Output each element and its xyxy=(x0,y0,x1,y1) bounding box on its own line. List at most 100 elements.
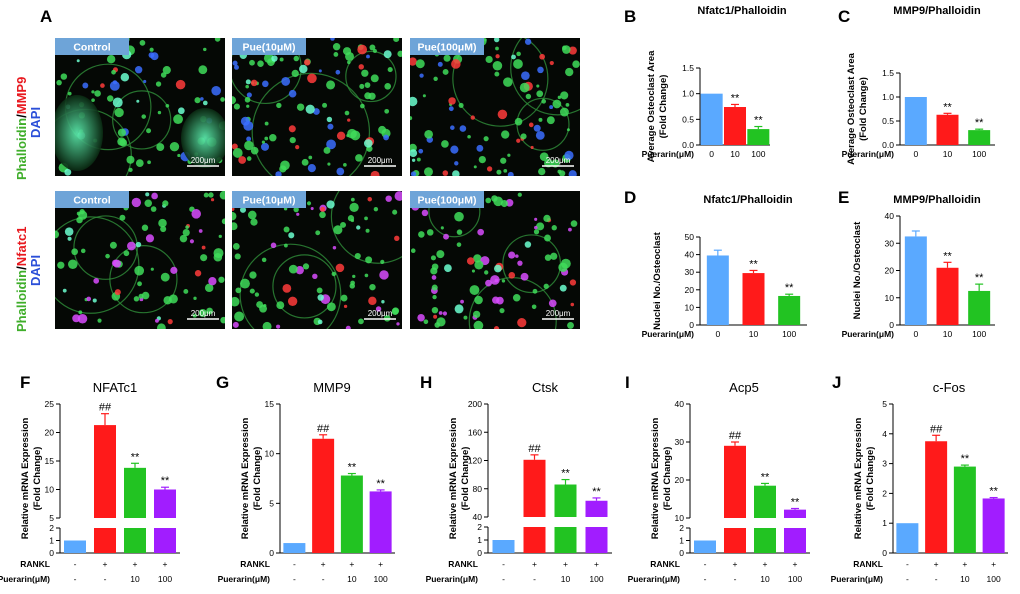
y-axis-label-line2: (Fold Change) xyxy=(460,447,471,511)
chart-c: C MMP9/Phalloidin Average Osteoclast Area(… xyxy=(838,5,995,165)
y-tick-label: 10 xyxy=(685,302,695,312)
y-tick-label: 2 xyxy=(49,523,54,533)
micrograph-r1-c1: Control 200μm xyxy=(55,38,225,176)
x-tick-label: 0 xyxy=(715,329,720,339)
significance-mark: ** xyxy=(376,478,385,490)
y-axis-label-line2: (Fold Change) xyxy=(658,75,669,139)
panel-letter-e: E xyxy=(838,188,849,207)
y-tick-label: 30 xyxy=(885,238,895,248)
row-value: + xyxy=(594,559,599,569)
y-tick-label: 120 xyxy=(468,456,482,466)
chart-title: Nfatc1/Phalloidin xyxy=(703,194,793,206)
panel-letter-c: C xyxy=(838,7,850,26)
y-tick-label: 40 xyxy=(885,211,895,221)
micrograph-cells xyxy=(55,191,225,329)
row-label: Puerarin(μM) xyxy=(0,574,50,584)
y-tick-label: 30 xyxy=(675,437,685,447)
micrograph-cells xyxy=(410,38,580,176)
y-tick-label: 5 xyxy=(269,498,274,508)
significance-mark: ** xyxy=(348,462,357,474)
bar-3 xyxy=(747,129,770,145)
y-tick-label: 0.0 xyxy=(682,140,694,150)
row-value: - xyxy=(906,559,909,569)
chart-title: MMP9 xyxy=(313,380,351,395)
y-tick-label: 200 xyxy=(468,399,482,409)
micrograph-r2-c3: Pue(100μM) 200μm xyxy=(410,191,580,329)
row-value: - xyxy=(74,559,77,569)
row-label-top-phalloidin: Phalloidin xyxy=(14,118,29,180)
bar-3 xyxy=(754,485,776,518)
y-axis-label: Relative mRNA Expression (Fold Change) xyxy=(240,418,263,540)
panel-a-letter: A xyxy=(40,7,52,26)
micrograph-label: Control xyxy=(73,42,110,54)
y-tick-label: 1.0 xyxy=(682,89,694,99)
row-value: 100 xyxy=(158,574,172,584)
row-value: 100 xyxy=(374,574,388,584)
y-axis-label-line1: Relative mRNA Expression xyxy=(650,418,661,540)
bar-4 xyxy=(154,489,176,518)
panel-letter-h: H xyxy=(420,373,432,392)
y-tick-label: 10 xyxy=(675,513,685,523)
y-tick-label: 0 xyxy=(269,548,274,558)
chart-i: I Acp5 Relative mRNA Expression (Fold Chang… xyxy=(625,373,810,584)
y-tick-label: 20 xyxy=(685,285,695,295)
row-value: + xyxy=(103,559,108,569)
significance-mark: ** xyxy=(975,272,984,284)
y-tick-label: 0 xyxy=(49,548,54,558)
panel-letter-d: D xyxy=(624,188,636,207)
y-tick-label: 40 xyxy=(675,399,685,409)
x-tick-label: 10 xyxy=(730,149,740,159)
row-value: - xyxy=(293,559,296,569)
significance-mark: ** xyxy=(943,250,952,262)
micrograph-label: Pue(100μM) xyxy=(418,195,477,207)
micrograph-label-box xyxy=(55,191,129,208)
row-value: + xyxy=(934,559,939,569)
chart-e: E MMP9/Phalloidin Nuclei No./Osteoclast 0 10… xyxy=(838,188,995,339)
bar-4-lower xyxy=(784,528,806,553)
y-tick-label: 1 xyxy=(882,518,887,528)
row-value: - xyxy=(533,574,536,584)
row-label: Puerarin(μM) xyxy=(628,574,681,584)
x-tick-label: 0 xyxy=(913,329,918,339)
bar-3 xyxy=(968,290,991,325)
bar-2 xyxy=(724,445,746,518)
significance-mark: ## xyxy=(930,423,943,435)
y-tick-label: 0.5 xyxy=(682,114,694,124)
y-tick-label: 160 xyxy=(468,427,482,437)
y-axis-label: Relative mRNA Expression (Fold Change) xyxy=(650,418,673,540)
y-tick-label: 15 xyxy=(265,399,275,409)
bar-2 xyxy=(94,425,116,518)
y-tick-label: 0 xyxy=(889,320,894,330)
row-label: Puerarin(μM) xyxy=(831,574,884,584)
y-axis-label-line1: Average Osteoclast Area xyxy=(846,52,857,164)
y-tick-label: 20 xyxy=(45,428,55,438)
y-axis-label-line1: Nuclei No./Osteoclast xyxy=(852,221,863,320)
bar-1 xyxy=(694,540,716,553)
y-axis-label-line2: (Fold Change) xyxy=(252,447,263,511)
row-value: - xyxy=(734,574,737,584)
y-tick-label: 5 xyxy=(49,513,54,523)
bar-3-lower xyxy=(554,527,577,553)
x-tick-label: 100 xyxy=(972,329,986,339)
bar-4 xyxy=(784,509,806,518)
scale-bar-label: 200μm xyxy=(191,309,216,318)
bar-1 xyxy=(896,523,919,553)
bar-4 xyxy=(982,498,1005,553)
x-tick-label: 10 xyxy=(943,329,953,339)
y-axis-label-line2: (Fold Change) xyxy=(865,447,876,511)
y-tick-label: 1.5 xyxy=(882,68,894,78)
y-axis-label: Nuclei No./Osteoclast xyxy=(652,231,663,330)
panel-letter-g: G xyxy=(216,373,229,392)
y-axis-label: Relative mRNA Expression (Fold Change) xyxy=(20,418,43,540)
bar-1 xyxy=(706,255,729,325)
scale-bar-label: 200μm xyxy=(546,309,571,318)
bar-1 xyxy=(904,97,927,145)
y-tick-label: 0.5 xyxy=(882,116,894,126)
bar-2 xyxy=(312,438,335,553)
significance-mark: ** xyxy=(943,101,952,113)
bar-2-lower xyxy=(523,527,546,553)
chart-title: MMP9/Phalloidin xyxy=(893,5,981,17)
y-axis-label: Average Osteoclast Area (Fold Change) xyxy=(646,50,669,162)
bar-2 xyxy=(523,459,546,517)
row-value: - xyxy=(704,559,707,569)
